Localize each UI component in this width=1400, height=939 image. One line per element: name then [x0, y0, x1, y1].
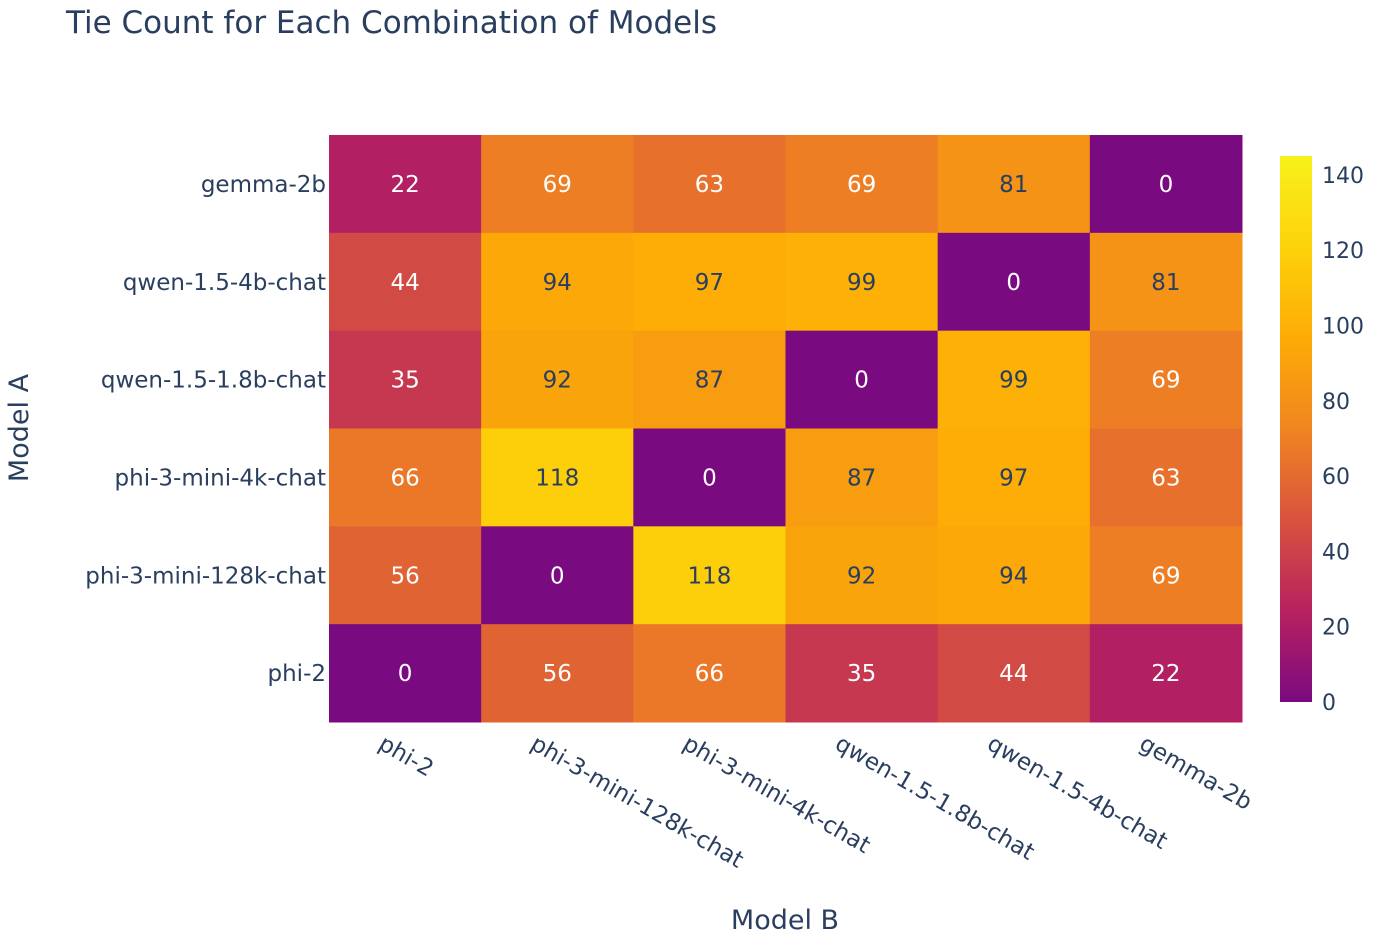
- cell-value-label: 81: [1151, 270, 1180, 296]
- heatmap-cell: [633, 428, 786, 527]
- heatmap-cell: [785, 526, 939, 625]
- cell-value-label: 118: [535, 465, 579, 491]
- colorbar-tick-label: 140: [1322, 164, 1364, 189]
- heatmap-cell: [329, 135, 482, 234]
- heatmap-cell: [1089, 526, 1243, 625]
- x-axis-ticks: phi-2 phi-3-mini-128k-chatphi-3-mini-4k-c…: [374, 731, 1256, 874]
- heatmap-cell: [481, 624, 634, 723]
- y-tick-label: qwen-1.5-1.8b-chat: [101, 368, 326, 394]
- heatmap-cell: [785, 330, 939, 429]
- heatmap-cell: [1089, 624, 1243, 723]
- heatmap-cell: [633, 624, 786, 723]
- cell-value-label: 87: [695, 368, 724, 394]
- cell-value-label: 63: [695, 172, 724, 198]
- colorbar-tick-label: 60: [1322, 465, 1350, 490]
- colorbar: [1280, 156, 1312, 702]
- cell-value-label: 92: [847, 563, 876, 589]
- cell-value-label: 97: [999, 465, 1028, 491]
- x-tick-label: phi-2: [374, 731, 438, 783]
- cell-value-label: 0: [398, 661, 413, 687]
- cell-value-label: 0: [550, 563, 565, 589]
- heatmap-cell: [481, 330, 634, 429]
- cell-value-label: 87: [847, 465, 876, 491]
- cell-value-label: 94: [543, 270, 572, 296]
- heatmap-cell: [937, 526, 1091, 625]
- heatmap-cell: [633, 526, 786, 625]
- heatmap-cell: [937, 330, 1091, 429]
- heatmap-cell: [481, 428, 634, 527]
- cell-value-label: 81: [999, 172, 1028, 198]
- heatmap-cell: [937, 135, 1091, 234]
- cell-value-label: 69: [543, 172, 572, 198]
- cell-value-label: 44: [999, 661, 1028, 687]
- heatmap-cell: [329, 624, 482, 723]
- heatmap-cell: [329, 232, 482, 332]
- y-tick-label: phi-3-mini-4k-chat: [115, 465, 326, 491]
- x-tick-label: gemma-2b: [1135, 731, 1256, 816]
- colorbar-ticks: 0 20 40 60 80 100 120 140: [1322, 164, 1364, 716]
- heatmap-cell: [633, 135, 786, 234]
- heatmap-cell: [937, 624, 1091, 723]
- colorbar-tick-label: 20: [1322, 616, 1350, 641]
- heatmap-cell: [785, 428, 939, 527]
- heatmap-cell: [785, 232, 939, 332]
- y-tick-label: gemma-2b: [201, 172, 326, 198]
- cell-value-label: 63: [1151, 465, 1180, 491]
- cell-value-label: 35: [390, 368, 419, 394]
- cell-value-label: 97: [695, 270, 724, 296]
- heatmap-cell: [481, 232, 634, 332]
- cell-value-label: 0: [854, 368, 869, 394]
- y-tick-label: phi-3-mini-128k-chat: [85, 563, 326, 589]
- heatmap-cell: [329, 428, 482, 527]
- colorbar-tick-label: 40: [1322, 540, 1350, 565]
- heatmap-cell: [481, 135, 634, 234]
- cell-value-label: 22: [390, 172, 419, 198]
- cell-value-label: 0: [1159, 172, 1174, 198]
- cell-value-label: 69: [847, 172, 876, 198]
- x-axis-title: Model B: [731, 905, 839, 936]
- cell-value-label: 69: [1151, 368, 1180, 394]
- cell-value-label: 94: [999, 563, 1028, 589]
- heatmap-cell: [937, 428, 1091, 527]
- colorbar-tick-label: 100: [1322, 314, 1364, 339]
- heatmap-cell: [785, 624, 939, 723]
- heatmap-cell: [633, 232, 786, 332]
- chart-title: Tie Count for Each Combination of Models: [65, 5, 717, 41]
- heatmap-cell: [1089, 232, 1243, 332]
- cell-value-label: 99: [847, 270, 876, 296]
- cell-value-label: 44: [390, 270, 419, 296]
- cell-value-label: 22: [1151, 661, 1180, 687]
- colorbar-tick-label: 0: [1322, 691, 1336, 716]
- cell-value-label: 66: [390, 465, 419, 491]
- heatmap-cell: [329, 526, 482, 625]
- colorbar-tick-label: 80: [1322, 390, 1350, 415]
- heatmap-cell: [937, 232, 1091, 332]
- heatmap-cell: [1089, 428, 1243, 527]
- cell-value-label: 0: [702, 465, 717, 491]
- cell-value-label: 0: [1006, 270, 1021, 296]
- cell-value-label: 69: [1151, 563, 1180, 589]
- cell-value-label: 92: [543, 368, 572, 394]
- heatmap-cell: [785, 135, 939, 234]
- y-axis-title: Model A: [4, 373, 35, 482]
- heatmap-cell: [481, 526, 634, 625]
- y-tick-label: phi-2: [268, 661, 327, 687]
- cell-value-label: 56: [543, 661, 572, 687]
- heatmap-cell: [1089, 135, 1243, 234]
- heatmap-cell: [329, 330, 482, 429]
- heatmap-cells: 22 69 63 69 81 0 44 94 97 99 0 81 35 92 87 0 99 69 66 118 0 8…: [329, 135, 1243, 723]
- cell-value-label: 118: [687, 563, 731, 589]
- heatmap-cell: [633, 330, 786, 429]
- cell-value-label: 56: [390, 563, 419, 589]
- heatmap-cell: [1089, 330, 1243, 429]
- cell-value-label: 66: [695, 661, 724, 687]
- colorbar-tick-label: 120: [1322, 239, 1364, 264]
- cell-value-label: 99: [999, 368, 1028, 394]
- y-tick-label: qwen-1.5-4b-chat: [123, 270, 326, 296]
- cell-value-label: 35: [847, 661, 876, 687]
- y-axis-ticks: gemma-2b qwen-1.5-4b-chat qwen-1.5-1.8b-ch…: [85, 172, 326, 687]
